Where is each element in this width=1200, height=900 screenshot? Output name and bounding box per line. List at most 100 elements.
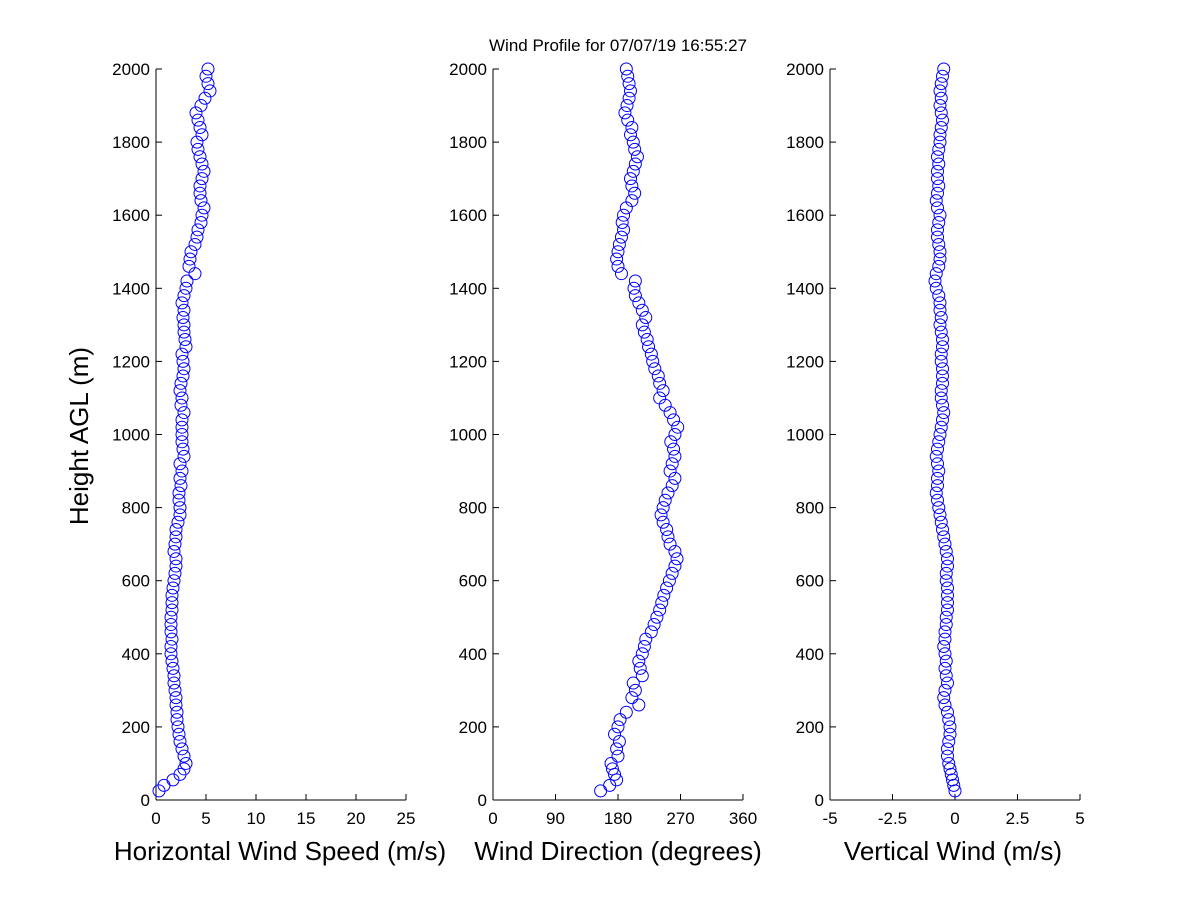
data-point bbox=[932, 237, 946, 251]
data-point bbox=[630, 150, 644, 164]
data-point bbox=[653, 376, 667, 390]
data-point bbox=[933, 208, 947, 222]
data-point bbox=[611, 720, 625, 734]
data-point bbox=[644, 347, 658, 361]
data-point bbox=[611, 749, 625, 763]
data-point bbox=[167, 676, 181, 690]
data-point bbox=[617, 223, 631, 237]
data-point bbox=[656, 515, 670, 529]
data-point bbox=[632, 654, 646, 668]
data-point bbox=[933, 296, 947, 310]
data-point bbox=[197, 201, 211, 215]
data-point bbox=[929, 486, 943, 500]
data-point bbox=[620, 99, 634, 113]
data-point bbox=[628, 186, 642, 200]
x-axis-label: Horizontal Wind Speed (m/s) bbox=[114, 836, 446, 866]
panel-vertical-wind: Vertical Wind (m/s) 0 200 400 600 800 1000 120… bbox=[786, 60, 1085, 866]
data-point bbox=[932, 501, 946, 515]
data-point bbox=[660, 523, 674, 537]
data-point bbox=[667, 413, 681, 427]
x-axis-label: Wind Direction (degrees) bbox=[474, 836, 762, 866]
y-tick-label: 1000 bbox=[786, 426, 824, 445]
x-tick-label: 270 bbox=[666, 809, 694, 828]
y-tick-label: 200 bbox=[459, 718, 487, 737]
data-point bbox=[612, 735, 626, 749]
data-point bbox=[941, 559, 954, 573]
data-point bbox=[627, 281, 641, 295]
data-point bbox=[943, 720, 957, 734]
data-point bbox=[201, 77, 215, 91]
data-point bbox=[637, 639, 651, 653]
data-point bbox=[665, 566, 679, 580]
data-point bbox=[939, 654, 953, 668]
data-point bbox=[188, 237, 202, 251]
data-point bbox=[195, 172, 209, 186]
x-axis-label: Vertical Wind (m/s) bbox=[844, 836, 1062, 866]
data-point bbox=[169, 552, 183, 566]
data-point bbox=[644, 625, 658, 639]
data-point bbox=[174, 376, 188, 390]
data-point bbox=[929, 194, 943, 208]
data-point bbox=[625, 194, 639, 208]
data-point bbox=[189, 106, 203, 120]
data-point bbox=[203, 84, 217, 98]
data-point bbox=[639, 311, 653, 325]
data-point bbox=[931, 442, 944, 456]
x-tick-label: 5 bbox=[201, 809, 210, 828]
data-point bbox=[619, 62, 633, 76]
data-point bbox=[614, 230, 628, 244]
data-point bbox=[170, 705, 184, 719]
data-point bbox=[610, 252, 624, 266]
data-point bbox=[171, 515, 185, 529]
data-point bbox=[164, 610, 178, 624]
data-point bbox=[933, 99, 947, 113]
data-point bbox=[175, 347, 189, 361]
data-point bbox=[193, 150, 207, 164]
data-point bbox=[165, 596, 179, 610]
data-point bbox=[934, 384, 948, 398]
data-point bbox=[179, 340, 193, 354]
x-tick-label: -5 bbox=[822, 809, 837, 828]
data-point bbox=[165, 632, 179, 646]
y-tick-label: 1800 bbox=[112, 133, 150, 152]
data-point bbox=[190, 135, 204, 149]
data-point bbox=[167, 544, 181, 558]
data-point bbox=[936, 523, 949, 537]
y-tick-label: 400 bbox=[459, 645, 487, 664]
data-point bbox=[658, 493, 672, 507]
data-point bbox=[937, 62, 951, 76]
data-point bbox=[635, 318, 649, 332]
x-tick-label: 0 bbox=[488, 809, 497, 828]
data-point bbox=[942, 756, 956, 770]
data-point bbox=[932, 435, 946, 449]
x-tick-label: 180 bbox=[604, 809, 632, 828]
data-point bbox=[625, 691, 639, 705]
y-tick-label: 600 bbox=[459, 572, 487, 591]
data-point bbox=[165, 588, 179, 602]
data-point bbox=[165, 603, 179, 617]
data-point bbox=[177, 749, 191, 763]
x-tick-label: 0 bbox=[950, 809, 959, 828]
data-point bbox=[938, 537, 952, 551]
data-point bbox=[939, 669, 953, 683]
data-point bbox=[931, 172, 944, 186]
data-point bbox=[175, 420, 189, 434]
data-point bbox=[671, 420, 685, 434]
y-axis-label: Height AGL (m) bbox=[64, 347, 94, 525]
panel-wind-direction: Wind Direction (degrees) 0 200 400 600 800 10… bbox=[449, 60, 762, 866]
y-tick-label: 1800 bbox=[449, 133, 487, 152]
data-point bbox=[941, 705, 954, 719]
data-point bbox=[191, 113, 205, 127]
data-point bbox=[934, 515, 948, 529]
data-point bbox=[176, 354, 190, 368]
data-point bbox=[934, 325, 948, 339]
data-point bbox=[654, 508, 668, 522]
data-point bbox=[197, 164, 211, 178]
data-point bbox=[617, 208, 631, 222]
data-point bbox=[931, 164, 944, 178]
data-point bbox=[175, 296, 189, 310]
data-point bbox=[626, 676, 640, 690]
x-tick-label: 360 bbox=[729, 809, 757, 828]
x-tick-label: 2.5 bbox=[1006, 809, 1030, 828]
data-point bbox=[661, 486, 675, 500]
